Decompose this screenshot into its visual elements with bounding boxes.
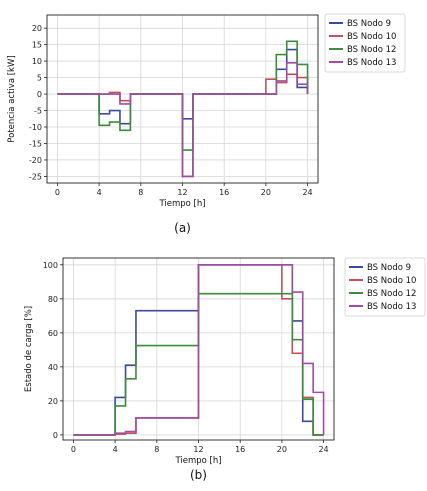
legend-entry-4: BS Nodo 13 xyxy=(347,58,396,68)
series-line-1 xyxy=(57,48,309,125)
y-tick-label: 20 xyxy=(48,397,58,406)
y-tick-label: 0 xyxy=(53,431,58,440)
legend-box xyxy=(344,257,426,317)
x-tick-label: 20 xyxy=(261,188,271,197)
y-axis-label: Estado de carga [%] xyxy=(24,306,34,392)
series-line-3 xyxy=(57,40,309,151)
legend-entry-3: BS Nodo 12 xyxy=(367,289,416,299)
y-tick-label: -15 xyxy=(29,139,42,148)
x-tick-label: 20 xyxy=(277,445,287,454)
legend: BS Nodo 9 BS Nodo 10 BS Nodo 12 BS Nodo 13 xyxy=(344,257,426,317)
x-tick-label: 0 xyxy=(55,188,60,197)
y-tick-label: 5 xyxy=(37,74,42,83)
x-axis-label: Tiempo [h] xyxy=(174,456,221,466)
panel-caption: (b) xyxy=(190,468,207,482)
legend-box xyxy=(324,13,406,73)
x-tick-label: 8 xyxy=(138,188,143,197)
x-tick-label: 4 xyxy=(97,188,102,197)
legend: BS Nodo 9 BS Nodo 10 BS Nodo 12 BS Nodo 13 xyxy=(324,13,406,73)
panel-caption: (a) xyxy=(174,221,191,235)
y-tick-label: 80 xyxy=(48,295,58,304)
y-tick-label: 20 xyxy=(32,24,42,33)
y-tick-label: -25 xyxy=(29,172,42,181)
x-tick-label: 0 xyxy=(71,445,76,454)
series-line-4 xyxy=(73,264,325,436)
x-tick-label: 16 xyxy=(219,188,229,197)
y-tick-label: 10 xyxy=(32,57,42,66)
x-tick-label: 16 xyxy=(235,445,245,454)
legend-entry-1: BS Nodo 9 xyxy=(347,19,391,29)
y-tick-label: 40 xyxy=(48,363,58,372)
y-axis-label: Potencia activa [kW] xyxy=(7,55,17,142)
x-tick-label: 12 xyxy=(177,188,187,197)
panel-b: 0 4 8 12 16 20 24 0 20 40 60 80 100 Tiempo [h] Estado … xyxy=(24,257,426,482)
y-tick-label: 100 xyxy=(43,261,58,270)
x-tick-label: 24 xyxy=(318,445,328,454)
y-tick-label: -5 xyxy=(34,107,42,116)
x-tick-label: 4 xyxy=(113,445,118,454)
legend-entry-2: BS Nodo 10 xyxy=(347,32,396,42)
x-tick-label: 8 xyxy=(154,445,159,454)
y-tick-label: -20 xyxy=(29,156,42,165)
legend-entry-3: BS Nodo 12 xyxy=(347,45,396,55)
x-tick-label: 24 xyxy=(302,188,312,197)
panel-a: 0 4 8 12 16 20 24 20 15 10 5 0 -5 -10 -15 -20 -25 Tiempo … xyxy=(7,13,406,235)
legend-entry-2: BS Nodo 10 xyxy=(367,276,416,286)
y-tick-label: 15 xyxy=(32,41,42,50)
x-axis-label: Tiempo [h] xyxy=(158,199,205,209)
y-tick-label: 0 xyxy=(37,90,42,99)
y-tick-label: 60 xyxy=(48,329,58,338)
legend-entry-4: BS Nodo 13 xyxy=(367,302,416,312)
series-line-4 xyxy=(57,61,309,178)
y-tick-label: -10 xyxy=(29,123,42,132)
x-tick-label: 12 xyxy=(193,445,203,454)
legend-entry-1: BS Nodo 9 xyxy=(367,263,411,273)
